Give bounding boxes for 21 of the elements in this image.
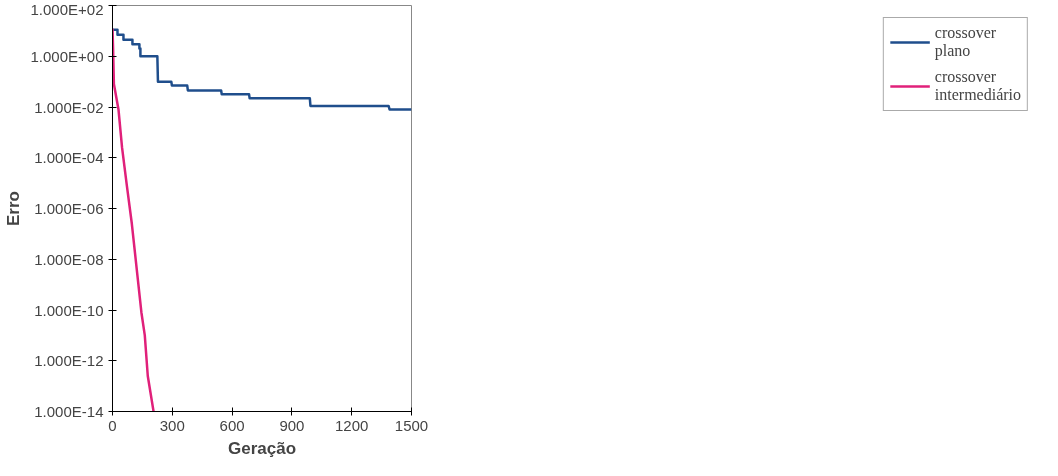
x-tick-label: 600: [219, 416, 245, 434]
x-tick-label: 1500: [394, 416, 429, 434]
y-tick-label: 1.000E-10: [34, 301, 104, 319]
line-series: [112, 28, 412, 111]
y-axis-title: Erro: [3, 191, 23, 226]
y-tick-label: 1.000E-12: [34, 352, 104, 370]
y-tick-label: 1.000E-08: [34, 250, 104, 268]
line-series: [112, 27, 155, 412]
legend-label: crossover plano: [934, 24, 997, 60]
y-tick-label: 1.000E+00: [30, 47, 104, 65]
y-tick-label: 1.000E+02: [30, 0, 104, 18]
x-tick-label: 900: [279, 416, 305, 434]
y-tick-label: 1.000E-04: [34, 149, 104, 167]
x-tick-label: 0: [108, 416, 117, 434]
y-tick-label: 1.000E-06: [34, 200, 104, 217]
x-axis-title: Geração: [227, 438, 297, 458]
x-tick-label: 1200: [335, 416, 369, 434]
legend-label: crossover intermediário: [934, 68, 1021, 104]
x-tick-label: 300: [159, 416, 185, 434]
y-tick-label: 1.000E-14: [34, 403, 104, 420]
y-tick-label: 1.000E-02: [34, 98, 104, 116]
